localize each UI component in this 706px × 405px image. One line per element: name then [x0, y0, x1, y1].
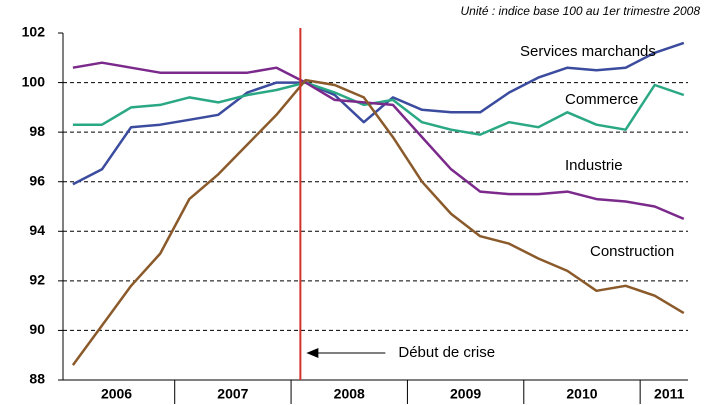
y-tick-label: 90: [29, 321, 45, 337]
x-tick-label: 2007: [217, 386, 248, 402]
x-tick-label: 2008: [334, 386, 365, 402]
series-line: [72, 41, 685, 186]
series-label: Services marchands: [520, 43, 656, 60]
x-tick-label: 2006: [101, 386, 132, 402]
series-label: Commerce: [565, 91, 638, 108]
y-tick-label: 94: [29, 222, 45, 238]
y-tick-label: 102: [22, 24, 46, 40]
y-tick-label: 98: [29, 123, 45, 139]
y-tick-label: 92: [29, 272, 45, 288]
arrow-head: [306, 348, 319, 358]
y-tick-label: 100: [22, 73, 46, 89]
y-tick-label: 88: [29, 371, 45, 387]
y-tick-label: 96: [29, 172, 45, 188]
x-tick-label: 2010: [566, 386, 597, 402]
chart-subtitle: Unité : indice base 100 au 1er trimestre…: [461, 4, 701, 18]
x-tick-label: 2009: [450, 386, 481, 402]
annotation-text: Début de crise: [398, 344, 495, 361]
x-tick-label: 2011: [654, 386, 685, 402]
series-label: Construction: [590, 243, 674, 260]
series-line: [71, 78, 685, 366]
series-label: Industrie: [565, 157, 623, 174]
series-line: [72, 61, 685, 221]
